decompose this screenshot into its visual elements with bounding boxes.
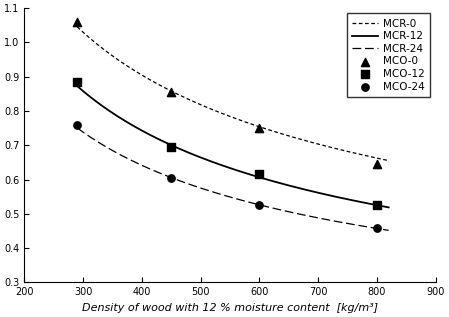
MCO-0	[256, 126, 263, 131]
MCR-12	[357, 200, 362, 204]
MCO-0	[74, 19, 81, 24]
MCR-0	[259, 126, 264, 129]
MCR-12	[75, 84, 80, 88]
MCR-12	[265, 178, 271, 182]
MCR-24	[75, 126, 80, 130]
MCR-12	[337, 196, 343, 199]
MCO-12	[256, 172, 263, 177]
MCR-12	[260, 176, 265, 180]
MCR-24	[75, 127, 81, 131]
MCR-24	[265, 205, 271, 209]
MCR-24	[357, 224, 362, 228]
MCR-0	[75, 26, 81, 30]
MCO-24	[373, 225, 380, 230]
MCR-12	[259, 176, 264, 180]
MCO-24	[256, 203, 263, 208]
MCO-0	[167, 90, 175, 95]
MCR-0	[265, 128, 271, 132]
MCR-0	[260, 126, 265, 130]
MCR-0	[75, 25, 80, 29]
MCR-12	[75, 85, 81, 89]
MCR-24	[337, 220, 343, 224]
MCR-0	[337, 148, 343, 152]
MCO-0	[373, 162, 380, 167]
MCO-24	[167, 175, 175, 180]
MCO-24	[74, 122, 81, 127]
MCR-24	[386, 229, 392, 232]
MCR-0	[386, 159, 392, 163]
MCR-24	[259, 204, 264, 207]
X-axis label: Density of wood with 12 % moisture content  [kg/m³]: Density of wood with 12 % moisture conte…	[82, 303, 378, 313]
MCO-12	[373, 203, 380, 208]
MCR-0	[357, 152, 362, 156]
Line: MCR-24: MCR-24	[77, 128, 389, 230]
MCR-24	[260, 204, 265, 208]
MCO-12	[167, 145, 175, 150]
Legend: MCR-0, MCR-12, MCR-24, MCO-0, MCO-12, MCO-24: MCR-0, MCR-12, MCR-24, MCO-0, MCO-12, MC…	[347, 13, 431, 97]
Line: MCR-12: MCR-12	[77, 86, 389, 207]
Line: MCR-0: MCR-0	[77, 27, 389, 161]
MCO-12	[74, 79, 81, 84]
MCR-12	[386, 205, 392, 209]
